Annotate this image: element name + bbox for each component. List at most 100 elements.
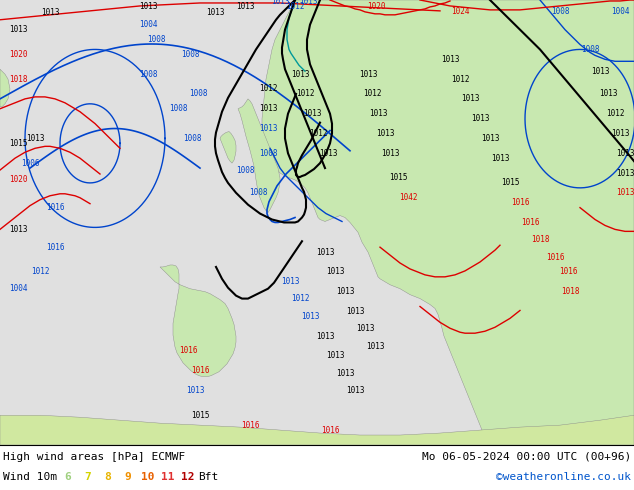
Text: 1013: 1013 [291,70,309,79]
Text: 1008: 1008 [146,35,165,44]
Text: 1013: 1013 [319,149,337,158]
Text: 1013: 1013 [366,342,384,350]
Polygon shape [220,131,236,163]
Text: 1013: 1013 [346,307,365,316]
Text: 1020: 1020 [9,50,27,59]
Text: 1015: 1015 [191,411,209,420]
Polygon shape [295,0,634,307]
Text: 1008: 1008 [181,50,199,59]
Text: 12: 12 [181,472,195,482]
Text: 1012: 1012 [605,109,624,118]
Text: 1013: 1013 [481,134,499,143]
Text: 11: 11 [161,472,175,482]
Text: 1008: 1008 [259,149,277,158]
Text: 9: 9 [125,472,131,482]
Text: 1013: 1013 [26,134,44,143]
Text: Wind 10m: Wind 10m [3,472,57,482]
Text: 1012: 1012 [259,84,277,94]
Text: 1016: 1016 [46,243,64,252]
Text: 1013: 1013 [336,287,354,296]
Polygon shape [262,0,634,445]
Text: Mo 06-05-2024 00:00 UTC (00+96): Mo 06-05-2024 00:00 UTC (00+96) [422,452,631,462]
Text: 7: 7 [84,472,91,482]
Text: 1008: 1008 [189,90,207,98]
Text: 1013: 1013 [301,312,320,321]
Text: 1013: 1013 [259,104,277,113]
Text: 1016: 1016 [241,420,259,430]
Text: Bft: Bft [198,472,218,482]
Text: 1013: 1013 [316,332,334,341]
Text: 1016: 1016 [46,203,64,212]
Text: 1013: 1013 [271,0,289,6]
Text: 1020: 1020 [366,2,385,11]
Text: 8: 8 [105,472,112,482]
Text: 1008: 1008 [183,134,201,143]
Text: 1004: 1004 [139,20,157,29]
Text: 1008: 1008 [169,104,187,113]
Text: 1016: 1016 [511,198,529,207]
Text: 1013: 1013 [299,0,317,6]
Text: 1015: 1015 [9,139,27,148]
Text: 1012: 1012 [31,268,49,276]
Text: 1008: 1008 [139,70,157,79]
Text: 1013: 1013 [346,386,365,395]
Text: 1008: 1008 [249,188,268,197]
Text: 1004: 1004 [611,7,630,16]
Text: 1006: 1006 [21,159,39,168]
Text: 1013: 1013 [41,8,59,17]
Text: 1012: 1012 [286,2,304,11]
Polygon shape [160,265,236,377]
Text: 1013: 1013 [316,247,334,257]
Text: 1004: 1004 [9,284,27,293]
Text: 1020: 1020 [9,175,27,184]
Text: 1012: 1012 [295,90,314,98]
Text: 1013: 1013 [461,95,479,103]
Text: ©weatheronline.co.uk: ©weatheronline.co.uk [496,472,631,482]
Text: 1018: 1018 [560,287,579,296]
Text: 1013: 1013 [9,225,27,234]
Text: 1012: 1012 [309,129,327,138]
Text: 1012: 1012 [363,90,381,98]
Text: 1016: 1016 [559,268,577,276]
Text: 1008: 1008 [581,45,599,54]
Text: 1013: 1013 [616,169,634,177]
Text: 1013: 1013 [598,90,618,98]
Text: 1013: 1013 [336,369,354,378]
Text: 1015: 1015 [389,173,407,182]
Polygon shape [238,99,280,213]
Text: 1013: 1013 [369,109,387,118]
Text: 1018: 1018 [531,235,549,244]
Text: 1013: 1013 [441,55,459,64]
Text: 1016: 1016 [191,366,209,375]
Text: 1013: 1013 [491,154,509,163]
Text: 1016: 1016 [179,346,197,355]
Text: 1013: 1013 [591,67,609,75]
Text: 1024: 1024 [451,7,469,16]
Text: 1013: 1013 [139,2,157,11]
Text: 1013: 1013 [186,386,204,395]
Text: 1013: 1013 [206,8,224,17]
Text: 1013: 1013 [9,25,27,34]
Polygon shape [0,415,634,445]
Text: 1013: 1013 [616,188,634,197]
Text: 1013: 1013 [236,2,254,11]
Text: 1013: 1013 [376,129,394,138]
Text: 1016: 1016 [546,252,564,262]
Text: 1016: 1016 [321,426,339,435]
Text: 1013: 1013 [303,109,321,118]
Text: 1016: 1016 [521,218,540,227]
Text: 1013: 1013 [259,124,277,133]
Text: 6: 6 [65,472,72,482]
Text: 1013: 1013 [281,277,299,286]
Text: High wind areas [hPa] ECMWF: High wind areas [hPa] ECMWF [3,452,185,462]
Text: 1018: 1018 [9,74,27,84]
Text: 1008: 1008 [236,166,254,174]
Text: 1013: 1013 [326,351,344,361]
Text: 1013: 1013 [471,114,489,123]
Text: 1013: 1013 [356,324,374,333]
Text: 10: 10 [141,472,155,482]
Text: 1012: 1012 [291,294,309,303]
Text: 1013: 1013 [381,149,399,158]
Text: 1013: 1013 [616,149,634,158]
Text: 1015: 1015 [501,178,519,187]
